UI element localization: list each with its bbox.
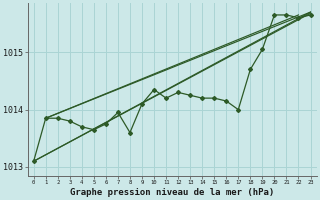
X-axis label: Graphe pression niveau de la mer (hPa): Graphe pression niveau de la mer (hPa) [70, 188, 274, 197]
